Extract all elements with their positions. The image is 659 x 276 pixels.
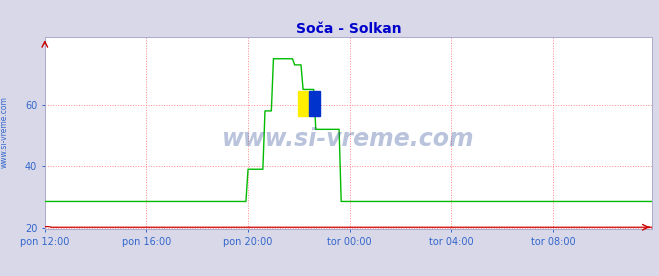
Title: Soča - Solkan: Soča - Solkan <box>296 22 401 36</box>
Text: www.si-vreme.com: www.si-vreme.com <box>222 127 475 151</box>
Text: www.si-vreme.com: www.si-vreme.com <box>0 97 9 168</box>
FancyBboxPatch shape <box>298 91 309 116</box>
FancyBboxPatch shape <box>309 91 320 116</box>
